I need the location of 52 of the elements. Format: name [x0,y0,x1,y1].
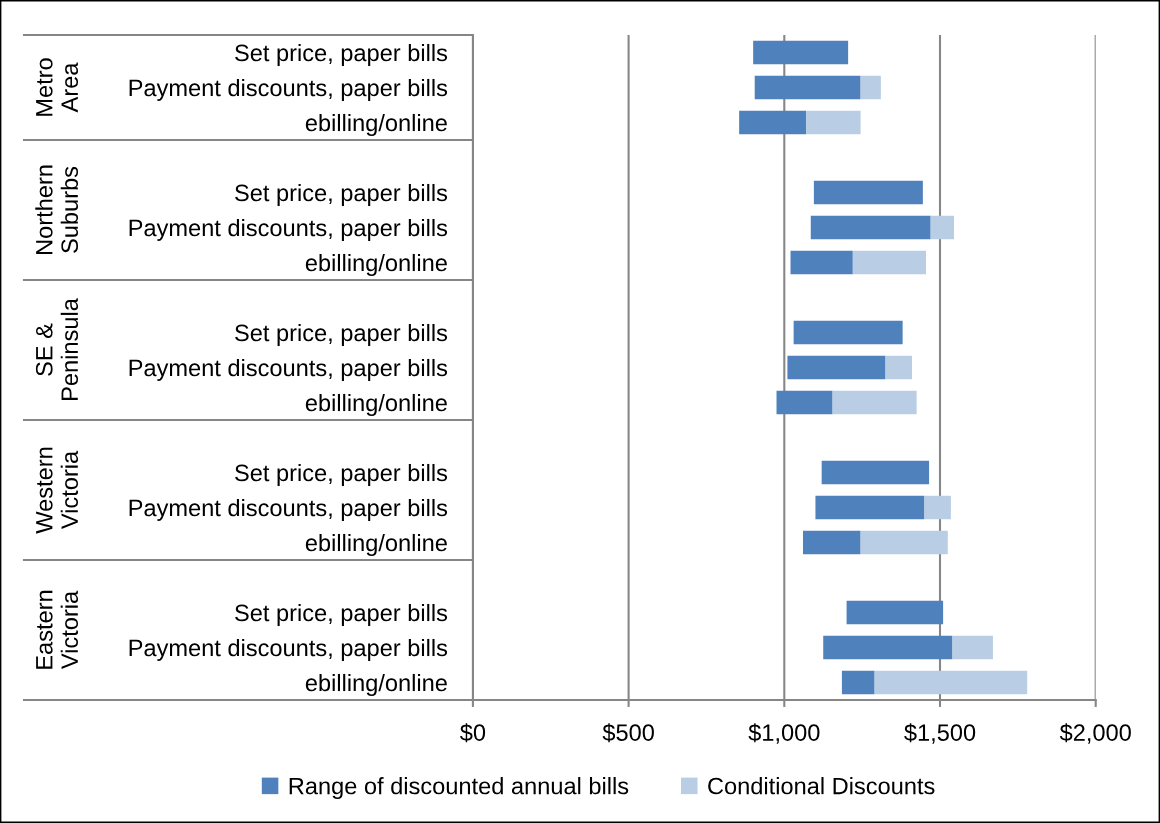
y-tick-label: ebilling/online [305,113,447,136]
text: SE & Peninsula [35,298,79,400]
bar [815,495,925,520]
y-tick-label: ebilling/online [305,673,447,696]
x-tick-label: $2,000 [1059,723,1131,744]
text: Metro Area [36,58,79,116]
bar [802,530,861,555]
y-tick-label: Payment discounts, paper bills [129,78,448,101]
bar [952,635,993,660]
y-tick-label: Set price, paper bills [235,323,448,346]
bar [823,635,953,660]
bar [874,670,1028,695]
y-tick-label: Payment discounts, paper bills [129,218,448,241]
y-tick-label: Payment discounts, paper bills [129,358,448,381]
y-tick-label: Set price, paper bills [235,463,448,486]
bar [930,215,955,240]
y-tick-label: ebilling/online [305,393,447,416]
text: Eastern Victoria [36,590,79,670]
bar [813,180,923,205]
x-tick-label: $500 [602,723,654,743]
bar [860,530,948,555]
y-tick-label: Set price, paper bills [235,43,448,66]
y-tick-label: Set price, paper bills [235,603,448,626]
bar [790,250,853,275]
bar [832,390,917,415]
x-tick-label: $1,500 [904,723,976,744]
bar [885,355,912,380]
x-tick-label: $0 [460,723,486,743]
y-tick-label: Payment discounts, paper bills [129,498,448,521]
text: Western Victoria [36,447,79,534]
x-tick-label: $1,000 [748,723,820,744]
bar [852,250,926,275]
bar [841,670,875,695]
bar [753,40,849,65]
bar [860,75,881,100]
legend-label: Range of discounted annual bills [289,777,629,800]
bar [754,75,861,100]
bar [776,390,833,415]
bar [810,215,931,240]
text: Northern Suburbs [35,165,79,254]
y-tick-label: Payment discounts, paper bills [129,638,448,661]
bar [924,495,951,520]
bar [806,110,861,135]
bar [793,320,903,345]
y-tick-label: Set price, paper bills [235,183,448,206]
bar [787,355,886,380]
legend-label: Conditional Discounts [708,777,935,795]
bar [739,110,807,135]
y-tick-label: ebilling/online [305,253,447,276]
bar [846,600,944,625]
y-tick-label: ebilling/online [305,533,447,556]
bar [821,460,930,485]
